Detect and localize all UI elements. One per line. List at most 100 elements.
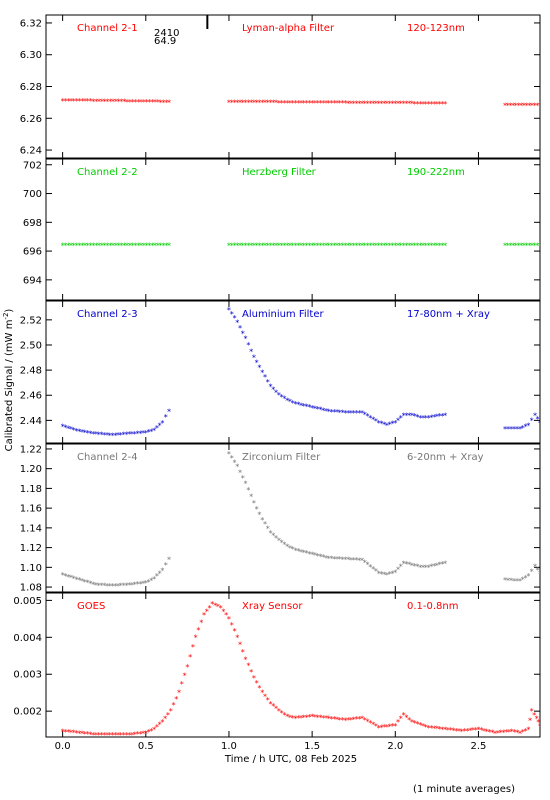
data-point: *: [107, 582, 112, 591]
data-point: *: [71, 241, 76, 250]
data-point: *: [279, 241, 284, 250]
data-point: *: [229, 241, 234, 250]
data-point: *: [429, 413, 434, 422]
data-point: *: [440, 100, 445, 109]
data-point: *: [329, 408, 334, 417]
data-point: *: [410, 411, 415, 420]
data-point: *: [326, 99, 331, 108]
data-point: *: [396, 241, 401, 250]
data-point: *: [343, 99, 348, 108]
data-point: *: [238, 98, 243, 107]
data-point: *: [532, 711, 537, 720]
data-point: *: [285, 543, 290, 552]
data-point: *: [215, 603, 220, 612]
data-point: *: [501, 728, 506, 737]
data-point: *: [454, 727, 459, 736]
data-point: *: [130, 581, 135, 590]
data-point: *: [77, 97, 82, 106]
data-point: *: [385, 421, 390, 430]
y-tick-label: 1.22: [20, 444, 42, 455]
data-point: *: [532, 102, 537, 111]
data-point: *: [246, 341, 251, 350]
data-point: *: [429, 563, 434, 572]
channel-label: Channel 2-1: [77, 23, 138, 34]
data-point: *: [160, 718, 165, 727]
data-point: *: [263, 692, 268, 701]
data-point: *: [530, 102, 535, 111]
data-point: *: [437, 561, 442, 570]
channel-label: Channel 2-4: [77, 452, 138, 463]
data-point: *: [437, 100, 442, 109]
annotation-text: 64.9: [154, 36, 176, 47]
data-point: *: [63, 572, 68, 581]
data-point: *: [387, 421, 392, 430]
data-point: *: [527, 241, 532, 250]
data-point: *: [125, 98, 130, 107]
data-point: *: [426, 724, 431, 733]
data-point: *: [182, 671, 187, 680]
data-point: *: [390, 100, 395, 109]
data-point: *: [80, 428, 85, 437]
data-point: *: [285, 396, 290, 405]
y-tick-label: 1.18: [20, 484, 42, 495]
data-point: *: [243, 479, 248, 488]
data-point: *: [404, 100, 409, 109]
panel-2: 694 696 698 700 702 Channel 2-2 Herzberg Filte…: [23, 158, 541, 301]
data-point: *: [503, 241, 508, 250]
data-point: *: [124, 581, 129, 590]
data-point: *: [324, 407, 329, 416]
data-point: *: [138, 580, 143, 589]
data-point: *: [274, 99, 279, 108]
data-point: *: [63, 241, 68, 250]
data-point: *: [426, 563, 431, 572]
data-point: *: [69, 728, 74, 737]
data-point: *: [229, 454, 234, 463]
data-point: *: [351, 241, 356, 250]
data-point: *: [232, 627, 237, 636]
data-point: *: [238, 468, 243, 477]
data-point: *: [432, 100, 437, 109]
data-point: *: [251, 499, 256, 508]
data-point: *: [82, 578, 87, 587]
data-point: *: [232, 458, 237, 467]
x-axis-label: Time / h UTC, 08 Feb 2025: [224, 754, 357, 765]
data-point: *: [254, 505, 259, 514]
data-point: *: [157, 421, 162, 430]
data-point: *: [293, 400, 298, 409]
data-point: *: [503, 576, 508, 585]
data-point: *: [421, 241, 426, 250]
data-point: *: [508, 241, 513, 250]
data-point: *: [141, 579, 146, 588]
data-point: *: [167, 241, 172, 250]
data-point: *: [132, 580, 137, 589]
data-point: *: [279, 99, 284, 108]
data-point: *: [432, 724, 437, 733]
data-point: *: [274, 534, 279, 543]
data-point: *: [310, 551, 315, 560]
data-point: *: [365, 412, 370, 421]
data-point: *: [146, 728, 151, 737]
data-point: *: [107, 731, 112, 740]
data-point: *: [443, 726, 448, 735]
data-point: *: [299, 241, 304, 250]
data-point: *: [535, 415, 540, 424]
data-point: *: [503, 425, 508, 434]
data-point: *: [332, 241, 337, 250]
data-point: *: [382, 723, 387, 732]
x-tick-label: 2.0: [387, 741, 403, 752]
data-point: *: [393, 419, 398, 428]
data-point: *: [346, 241, 351, 250]
data-point: *: [240, 474, 245, 483]
data-point: *: [265, 241, 270, 250]
data-point: *: [312, 404, 317, 413]
data-point: *: [434, 725, 439, 734]
data-point: *: [371, 241, 376, 250]
data-point: *: [538, 569, 543, 578]
data-point: *: [113, 241, 118, 250]
data-point: *: [412, 719, 417, 728]
data-point: *: [518, 425, 523, 434]
data-point: *: [315, 552, 320, 561]
data-point: *: [418, 563, 423, 572]
data-point: *: [282, 241, 287, 250]
data-point: *: [470, 726, 475, 735]
